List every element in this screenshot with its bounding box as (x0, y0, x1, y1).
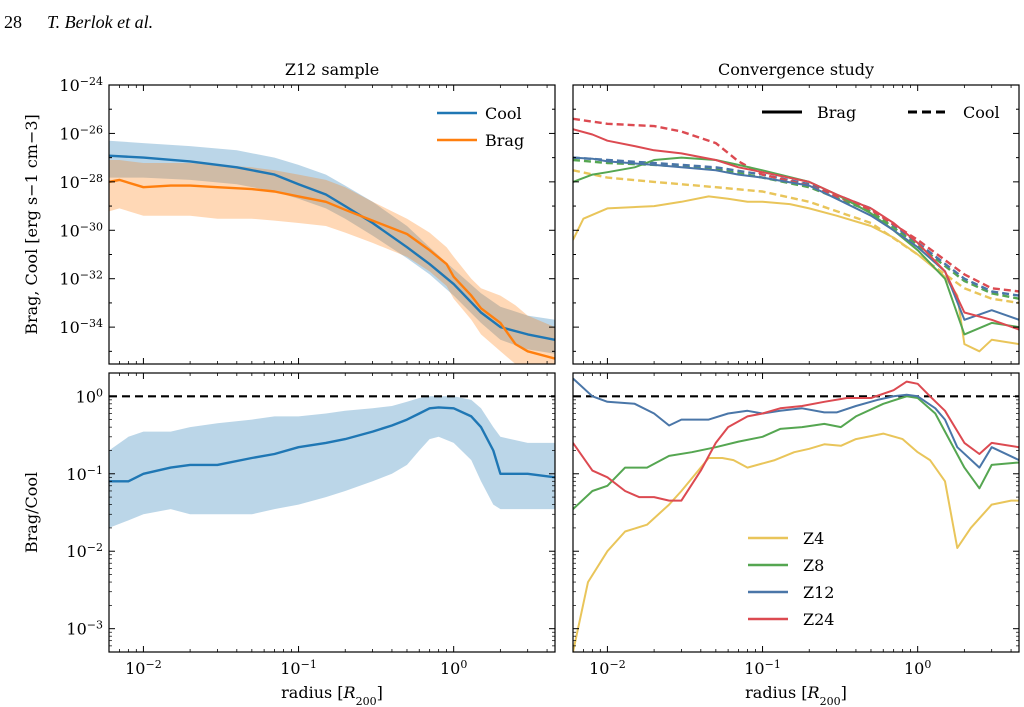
plot-area (109, 395, 555, 528)
band-z12-sample (109, 396, 555, 528)
x-tick-label: 10−2 (589, 658, 626, 679)
legend-label-brag: Brag (817, 103, 856, 122)
panel-title: Convergence study (718, 60, 874, 79)
y-tick-label: 10−32 (59, 268, 103, 289)
legend: Brag Cool (762, 103, 1000, 122)
panel-top-right: Convergence study Brag Cool (572, 60, 1020, 365)
y-axis-label: Brag/Cool (22, 472, 41, 553)
x-tick-label: 10−1 (280, 658, 317, 679)
x-axis-label: radius [R200] (745, 683, 847, 707)
axes-frame (572, 84, 1020, 365)
y-tick-label: 10−28 (59, 171, 103, 192)
axes-frame (572, 372, 1020, 653)
panel-top-left: 10−24 10−26 10−28 10−30 10−32 10−34 Z12 sample… (22, 60, 556, 365)
panel-title: Z12 sample (285, 60, 379, 79)
series-line-z8 (573, 395, 1019, 510)
y-tick-label: 100 (76, 386, 103, 407)
series-line-z12-cool (573, 156, 1019, 297)
plot-area (109, 140, 555, 364)
series-line-z24-brag (573, 128, 1019, 331)
plot-area (573, 117, 1019, 353)
x-tick-label: 100 (440, 658, 467, 679)
axes-frame (108, 84, 556, 365)
band-brag (109, 160, 555, 364)
series-line-z8-cool (573, 158, 1019, 300)
y-tick-label: 10−34 (59, 317, 103, 338)
y-axis-label: Brag, Cool [erg s−1 cm−3] (22, 114, 41, 335)
legend-label-cool: Cool (963, 103, 1000, 122)
legend: Z4 Z8 Z12 Z24 (748, 529, 834, 629)
x-tick-label: 10−2 (125, 658, 162, 679)
series-line-z4-cool (573, 169, 1019, 305)
page-header: 28 T. Berlok et al. (0, 6, 1024, 34)
plot-area (573, 377, 1019, 652)
y-tick-label: 10−24 (59, 75, 103, 96)
legend-label-cool: Cool (485, 104, 522, 123)
legend-label-z8: Z8 (803, 556, 824, 575)
y-tick-label: 10−2 (66, 541, 103, 562)
panel-bottom-left: 10−2 10−1 100 100 10−1 10−2 10−3 radius [R200] B… (22, 372, 556, 707)
x-tick-label: 100 (904, 658, 931, 679)
legend: Cool Brag (437, 104, 524, 150)
legend-label-brag: Brag (485, 131, 524, 150)
x-tick-label: 10−1 (744, 658, 781, 679)
y-tick-label: 10−30 (59, 220, 103, 241)
legend-label-z12: Z12 (803, 583, 834, 602)
series-line-z4 (573, 432, 1019, 652)
series-line-z24-cool (573, 117, 1019, 293)
band-cool (109, 140, 555, 354)
series-line-z12 (573, 377, 1019, 469)
panel-bottom-right: 10−2 10−1 100 radius [R200] Z4 Z8 Z12 Z24 (572, 372, 1020, 707)
series-line-brag (109, 178, 555, 360)
y-tick-label: 10−1 (66, 463, 103, 484)
y-tick-label: 10−3 (66, 618, 103, 639)
series-line-z4-brag (573, 195, 1019, 353)
y-tick-label: 10−26 (59, 123, 103, 144)
page-number: 28 (4, 12, 22, 32)
series-line-z12-sample (109, 406, 555, 483)
axes-frame (108, 372, 556, 653)
running-authors: T. Berlok et al. (47, 12, 154, 32)
x-axis-label: radius [R200] (281, 683, 383, 707)
legend-label-z4: Z4 (803, 529, 824, 548)
series-line-z12-brag (573, 156, 1019, 321)
legend-label-z24: Z24 (803, 610, 834, 629)
series-line-z24 (573, 380, 1019, 502)
